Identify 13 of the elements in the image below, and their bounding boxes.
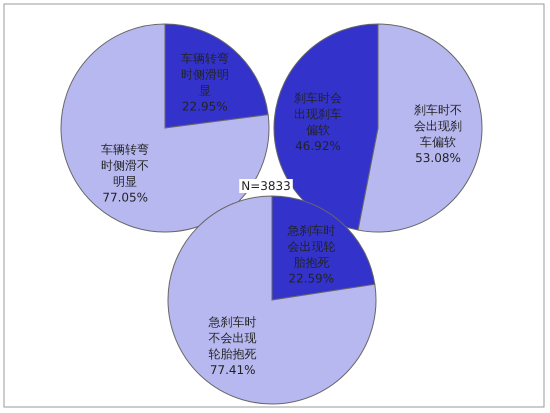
- slice-label: 急刹车时会出现轮胎抱死: [286, 223, 336, 270]
- data-label: 22.59%: [288, 271, 334, 286]
- slice-label: 车辆转弯时侧滑不明显: [101, 142, 150, 188]
- text: N=3833: [241, 179, 291, 193]
- data-label: 77.41%: [210, 362, 256, 377]
- data-label: 53.08%: [415, 150, 461, 165]
- slice-label: 刹车时不会出现刹车偏软: [414, 102, 462, 149]
- data-label: 22.95%: [182, 100, 228, 114]
- data-label: 46.92%: [295, 139, 341, 154]
- slice-label: 车辆转弯时侧滑明显: [180, 52, 229, 98]
- data-label: 77.05%: [102, 190, 148, 204]
- slice-label: 刹车时会出现刹车偏软: [294, 91, 342, 138]
- slice-label: 急刹车时不会出现轮胎抱死: [208, 314, 257, 361]
